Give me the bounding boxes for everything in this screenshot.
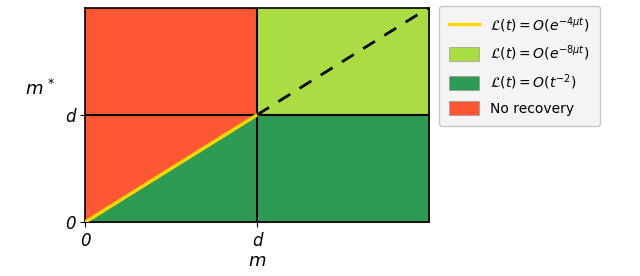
Polygon shape	[257, 115, 429, 222]
Text: $m^{\,*}$: $m^{\,*}$	[26, 79, 56, 99]
Polygon shape	[257, 8, 429, 115]
Legend: $\mathcal{L}(t)=O(e^{-4\mu t})$, $\mathcal{L}(t)=O(e^{-8\mu t})$, $\mathcal{L}(t: $\mathcal{L}(t)=O(e^{-4\mu t})$, $\mathc…	[439, 6, 600, 126]
Polygon shape	[85, 115, 257, 222]
X-axis label: m: m	[248, 253, 266, 270]
